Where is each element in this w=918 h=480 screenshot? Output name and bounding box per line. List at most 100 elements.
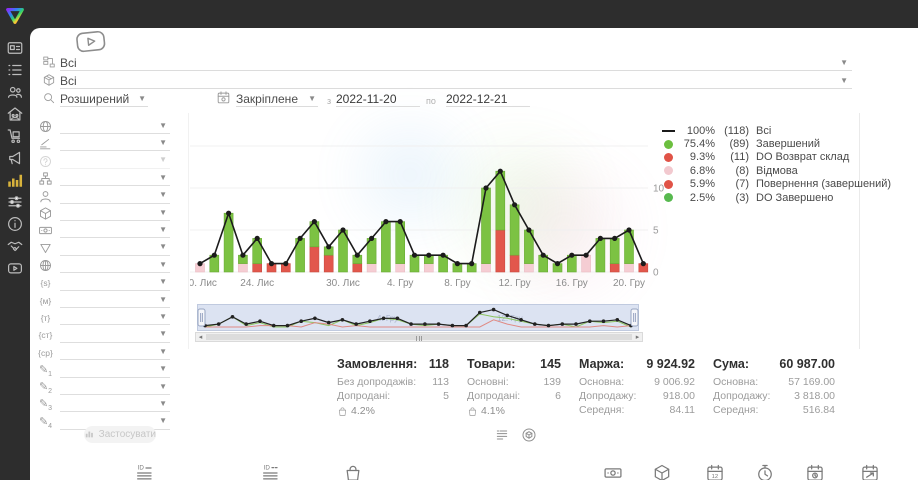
- filter-row-note2[interactable]: ✎2 ▼: [38, 378, 170, 395]
- stat-sub-value: 57 169.00: [788, 376, 835, 388]
- orders-chart[interactable]: 0 5 10 20. Лис 24. Лис 30. Лис 4. Гру 8. Гру 12.…: [190, 112, 670, 304]
- filter-row-person[interactable]: ▼: [38, 187, 170, 204]
- stat-sub-label: Допродажу:: [713, 390, 771, 402]
- app-logo-icon[interactable]: [4, 5, 26, 27]
- chart-scrollbar[interactable]: ◂ ▸: [195, 332, 643, 342]
- cart-icon[interactable]: [6, 127, 24, 145]
- globe-icon: [38, 119, 53, 134]
- sliders-icon[interactable]: [6, 193, 24, 211]
- scroll-right-icon[interactable]: ▸: [635, 334, 640, 341]
- filter-select-input[interactable]: ▼: [60, 327, 170, 343]
- id-list-icon[interactable]: ID: [136, 463, 156, 480]
- filter-channel-select[interactable]: Всі ▼: [60, 54, 852, 71]
- filter-row-note3[interactable]: ✎3 ▼: [38, 395, 170, 412]
- date-to-label: по: [426, 96, 436, 106]
- filter-select-input[interactable]: ▼: [60, 118, 170, 134]
- filter-row-globe-grid[interactable]: ▼: [38, 256, 170, 274]
- filter-row-ст[interactable]: {ст} ▼: [38, 326, 170, 343]
- filter-row-help[interactable]: ▼: [38, 152, 170, 169]
- date-from-input[interactable]: 2022-11-20: [336, 90, 420, 107]
- chevron-down-icon: ▼: [159, 120, 167, 130]
- calendar-chart-icon[interactable]: [860, 463, 880, 480]
- megaphone-icon[interactable]: [6, 149, 24, 167]
- filter-select-input[interactable]: ▼: [60, 222, 170, 239]
- svg-text:ID: ID: [138, 465, 145, 472]
- svg-text:12: 12: [712, 474, 718, 480]
- info-icon[interactable]: [6, 215, 24, 233]
- filter-row-sitemap[interactable]: ▼: [38, 169, 170, 187]
- legend-item[interactable]: 2.5% (3) DO Завершено: [661, 191, 891, 204]
- chevron-down-icon: ▼: [159, 311, 167, 321]
- filter-select-input[interactable]: ▼: [60, 170, 170, 187]
- stat-sub-label: Середня:: [713, 404, 759, 416]
- legend-item[interactable]: 100% (118) Всі: [661, 124, 891, 137]
- filter-select-input[interactable]: ▼: [60, 188, 170, 204]
- bag-icon[interactable]: [343, 463, 363, 480]
- filter-select-input[interactable]: ▼: [60, 309, 170, 326]
- filter-select-input[interactable]: ▼: [60, 205, 170, 221]
- apply-button[interactable]: Застосувати: [84, 426, 156, 443]
- legend-line-swatch: [661, 124, 675, 138]
- cards-icon[interactable]: [6, 39, 24, 57]
- chart-navigator[interactable]: 4. Гру 12. Гру: [197, 304, 639, 331]
- calendar-12-icon[interactable]: 12: [705, 463, 725, 480]
- id-link-icon[interactable]: ID: [262, 463, 282, 480]
- search-mode-select[interactable]: Розширений ▼: [60, 90, 148, 107]
- filter-row-т[interactable]: {т} ▼: [38, 308, 170, 326]
- filter-select-input[interactable]: ▼: [60, 135, 170, 152]
- list-icon[interactable]: [6, 61, 24, 79]
- filter-product-select[interactable]: Всі ▼: [60, 72, 852, 89]
- handshake-icon[interactable]: [6, 237, 24, 255]
- stat-sub-value: 9 006.92: [654, 376, 695, 388]
- summary-list-icon[interactable]: [494, 427, 510, 443]
- legend-item[interactable]: 75.4% (89) Завершений: [661, 137, 891, 150]
- filter-select-input[interactable]: ▼: [60, 396, 170, 413]
- filter-row-funnel[interactable]: ▼: [38, 239, 170, 256]
- cube-circle-icon[interactable]: [521, 427, 537, 443]
- filter-select-input[interactable]: ▼: [60, 153, 170, 169]
- pencil-icon: ✎2: [38, 380, 53, 396]
- filter-row-м[interactable]: {м} ▼: [38, 291, 170, 308]
- legend-label: Завершений: [756, 138, 821, 151]
- filter-row-globe[interactable]: ▼: [38, 117, 170, 134]
- cube-icon[interactable]: [652, 463, 672, 480]
- period-select[interactable]: Закріплене ▼: [236, 90, 318, 107]
- chevron-down-icon: ▼: [159, 416, 167, 426]
- scrollbar-grip-icon: [414, 336, 424, 341]
- legend-item[interactable]: 9.3% (11) DO Возврат склад: [661, 151, 891, 164]
- legend-item[interactable]: 6.8% (8) Відмова: [661, 164, 891, 177]
- filter-select-input[interactable]: ▼: [60, 292, 170, 308]
- filter-select-input[interactable]: ▼: [60, 379, 170, 395]
- filter-row-slope[interactable]: ▼: [38, 134, 170, 152]
- video-icon[interactable]: [6, 259, 24, 277]
- search-icon: [42, 91, 56, 105]
- bag-icon: [467, 406, 478, 417]
- bar-chart-icon[interactable]: [6, 171, 24, 189]
- calendar-event-icon[interactable]: [805, 463, 825, 480]
- home-users-icon[interactable]: [6, 105, 24, 123]
- filter-row-banknote[interactable]: ▼: [38, 221, 170, 239]
- filter-row-s[interactable]: {s} ▼: [38, 274, 170, 291]
- pencil-icon: ✎4: [38, 415, 53, 430]
- svg-text:12. Гру: 12. Гру: [499, 278, 531, 289]
- filter-select-input[interactable]: ▼: [60, 362, 170, 378]
- play-video-button[interactable]: [75, 30, 108, 59]
- legend-item[interactable]: 5.9% (7) Повернення (завершений): [661, 178, 891, 191]
- legend-percent: 5.9%: [689, 178, 715, 191]
- date-to-input[interactable]: 2022-12-21: [446, 90, 530, 107]
- users-icon[interactable]: [6, 83, 24, 101]
- scroll-left-icon[interactable]: ◂: [198, 334, 203, 341]
- filter-row-cube[interactable]: ▼: [38, 204, 170, 221]
- stopwatch-icon[interactable]: [755, 463, 775, 480]
- legend-dot-swatch: [661, 191, 675, 205]
- stat-badge-value: 4.2%: [351, 405, 375, 417]
- filter-row-note1[interactable]: ✎1 ▼: [38, 361, 170, 378]
- filter-select-input[interactable]: ▼: [60, 275, 170, 291]
- filter-select-input[interactable]: ▼: [60, 344, 170, 361]
- banknote-icon[interactable]: [603, 463, 623, 480]
- filter-row-ср[interactable]: {ср} ▼: [38, 343, 170, 361]
- scrollbar-thumb[interactable]: [206, 334, 632, 341]
- filter-select-input[interactable]: ▼: [60, 257, 170, 274]
- filter-select-input[interactable]: ▼: [60, 240, 170, 256]
- chevron-down-icon: ▼: [159, 294, 167, 304]
